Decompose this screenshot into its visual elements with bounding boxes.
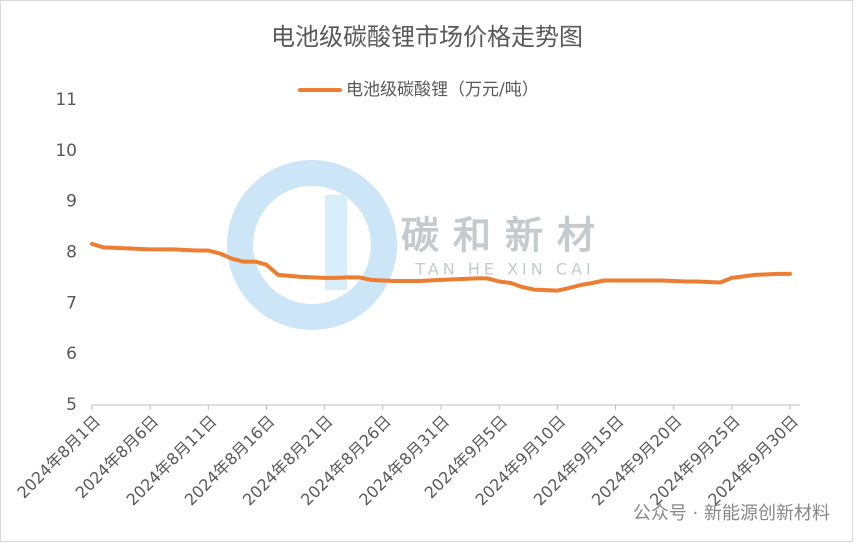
y-tick-label: 9 [66, 192, 77, 212]
series-line [90, 241, 792, 293]
chart-title: 电池级碳酸锂市场价格走势图 [271, 23, 583, 51]
watermark: 碳和新材 TAN HE XIN CAI [227, 160, 609, 330]
watermark-logo-bar [325, 195, 347, 290]
y-tick-label: 11 [55, 90, 77, 110]
credit: 公众号 · 新能源创新材料 [633, 503, 830, 524]
y-tick-label: 8 [66, 243, 77, 263]
y-tick-label: 6 [66, 344, 77, 364]
y-tick-label: 5 [66, 395, 77, 415]
watermark-pinyin: TAN HE XIN CAI [414, 260, 594, 279]
watermark-text: 碳和新材 [401, 214, 609, 258]
legend-label: 电池级碳酸锂（万元/吨） [346, 80, 539, 100]
y-tick-label: 10 [55, 141, 77, 161]
y-tick-label: 7 [66, 293, 77, 313]
watermark-logo [227, 160, 397, 330]
